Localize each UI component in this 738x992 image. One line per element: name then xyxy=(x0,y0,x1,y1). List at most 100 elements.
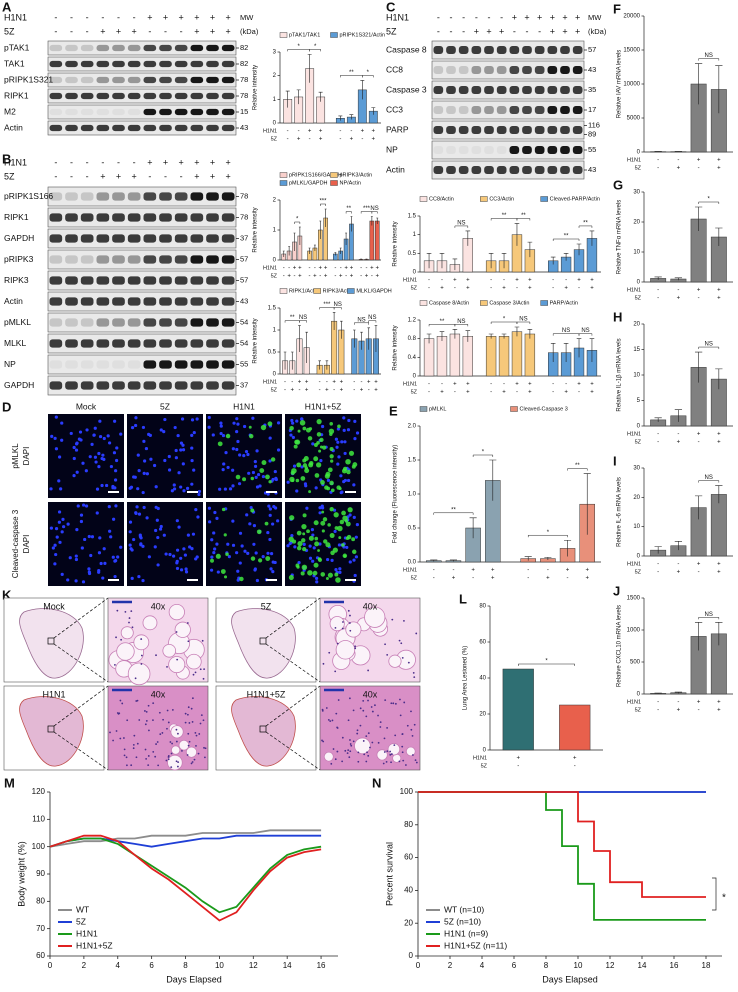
blot-band xyxy=(143,255,157,264)
cell-nucleus xyxy=(390,702,393,705)
cell-nucleus xyxy=(374,704,376,707)
nucleus xyxy=(145,472,149,476)
error-bar xyxy=(550,343,556,362)
nucleus xyxy=(88,455,92,459)
cell-nucleus xyxy=(400,642,403,645)
nucleus xyxy=(130,426,135,430)
condition-sign: + xyxy=(340,380,344,386)
condition-sign: - xyxy=(298,388,300,394)
nucleus xyxy=(90,442,94,446)
green-signal xyxy=(288,575,294,581)
blot-band xyxy=(547,146,558,154)
green-signal xyxy=(329,507,334,512)
green-signal xyxy=(330,459,334,463)
cell-nucleus xyxy=(167,721,170,724)
nucleus xyxy=(286,544,290,548)
cell-nucleus xyxy=(119,737,122,740)
blot-band xyxy=(143,297,157,306)
significance-label: NS xyxy=(705,342,713,348)
cell-nucleus xyxy=(391,618,394,621)
condition-sign: - xyxy=(428,278,430,284)
cell-nucleus xyxy=(195,734,198,737)
green-signal xyxy=(337,424,341,429)
cell-nucleus xyxy=(166,665,168,668)
condition-sign: + xyxy=(585,576,589,582)
mw-unit: (kDa) xyxy=(240,27,259,36)
image-label: H1N1+5Z xyxy=(247,689,286,699)
condition-sign: - xyxy=(516,390,518,396)
condition-sign: + xyxy=(502,286,506,292)
alveolus xyxy=(405,746,416,757)
nucleus xyxy=(240,544,244,548)
nucleus xyxy=(102,436,106,441)
alveolus xyxy=(167,754,183,771)
bar xyxy=(511,331,523,377)
cell-nucleus xyxy=(367,699,369,702)
cell-nucleus xyxy=(167,758,170,761)
condition-sign: - xyxy=(294,274,296,280)
nucleus xyxy=(288,541,292,546)
significance-bracket xyxy=(354,322,369,325)
error-bar xyxy=(325,360,329,370)
condition-sign: + xyxy=(466,382,470,388)
error-bar xyxy=(583,473,591,535)
error-bar xyxy=(452,258,458,271)
y-tick-label: 100 xyxy=(32,842,46,851)
nucleus xyxy=(339,474,343,478)
nucleus xyxy=(153,545,157,549)
lane-sign: - xyxy=(70,157,73,167)
condition-sign: + xyxy=(566,568,570,574)
nucleus xyxy=(97,465,101,469)
blot-band xyxy=(96,213,110,222)
nucleus xyxy=(74,557,79,562)
y-tick-label: 30 xyxy=(633,466,640,472)
y-tick-label: 90 xyxy=(36,869,45,878)
blot-band xyxy=(96,381,110,390)
lane-sign: + xyxy=(147,157,152,167)
blot-band xyxy=(127,213,141,222)
error-bar xyxy=(489,459,497,501)
condition-sign: - xyxy=(503,278,505,284)
blot-band xyxy=(433,166,444,174)
blot-band xyxy=(80,360,94,369)
cell-nucleus xyxy=(152,750,155,753)
significance-label: * xyxy=(314,44,317,50)
condition-sign: - xyxy=(361,380,363,386)
nucleus xyxy=(246,551,250,555)
condition-label: H1N1 xyxy=(263,379,277,385)
nucleus xyxy=(143,459,147,463)
blot-band xyxy=(143,381,157,390)
nucleus xyxy=(190,446,194,450)
blot-band xyxy=(522,66,532,74)
nucleus xyxy=(112,451,117,455)
significance-bracket xyxy=(516,218,531,221)
blot-band xyxy=(159,234,172,243)
nucleus xyxy=(164,552,168,556)
legend-swatch xyxy=(540,300,548,306)
cell-nucleus xyxy=(401,751,404,754)
condition-sign: + xyxy=(677,570,681,576)
mw-value: 54 xyxy=(240,338,248,347)
nucleus xyxy=(62,525,66,529)
nucleus xyxy=(213,510,217,515)
green-signal xyxy=(339,519,345,525)
nucleus xyxy=(345,545,349,550)
blot-band xyxy=(572,106,583,114)
cell-nucleus xyxy=(200,714,203,717)
cell-nucleus xyxy=(413,723,416,726)
significance-label: ** xyxy=(290,315,295,321)
nucleus xyxy=(353,419,357,424)
error-bar xyxy=(426,333,432,344)
condition-sign: - xyxy=(565,382,567,388)
lane-sign: - xyxy=(117,12,120,22)
green-signal xyxy=(317,549,320,552)
lane-sign: - xyxy=(70,12,73,22)
nucleus xyxy=(114,559,118,563)
lane-sign: + xyxy=(550,12,555,22)
nucleus xyxy=(172,483,176,487)
condition-sign: - xyxy=(428,286,430,292)
nucleus xyxy=(113,478,118,482)
blot-band xyxy=(49,255,63,264)
significance-bracket xyxy=(371,211,378,214)
error-bar xyxy=(576,243,582,256)
